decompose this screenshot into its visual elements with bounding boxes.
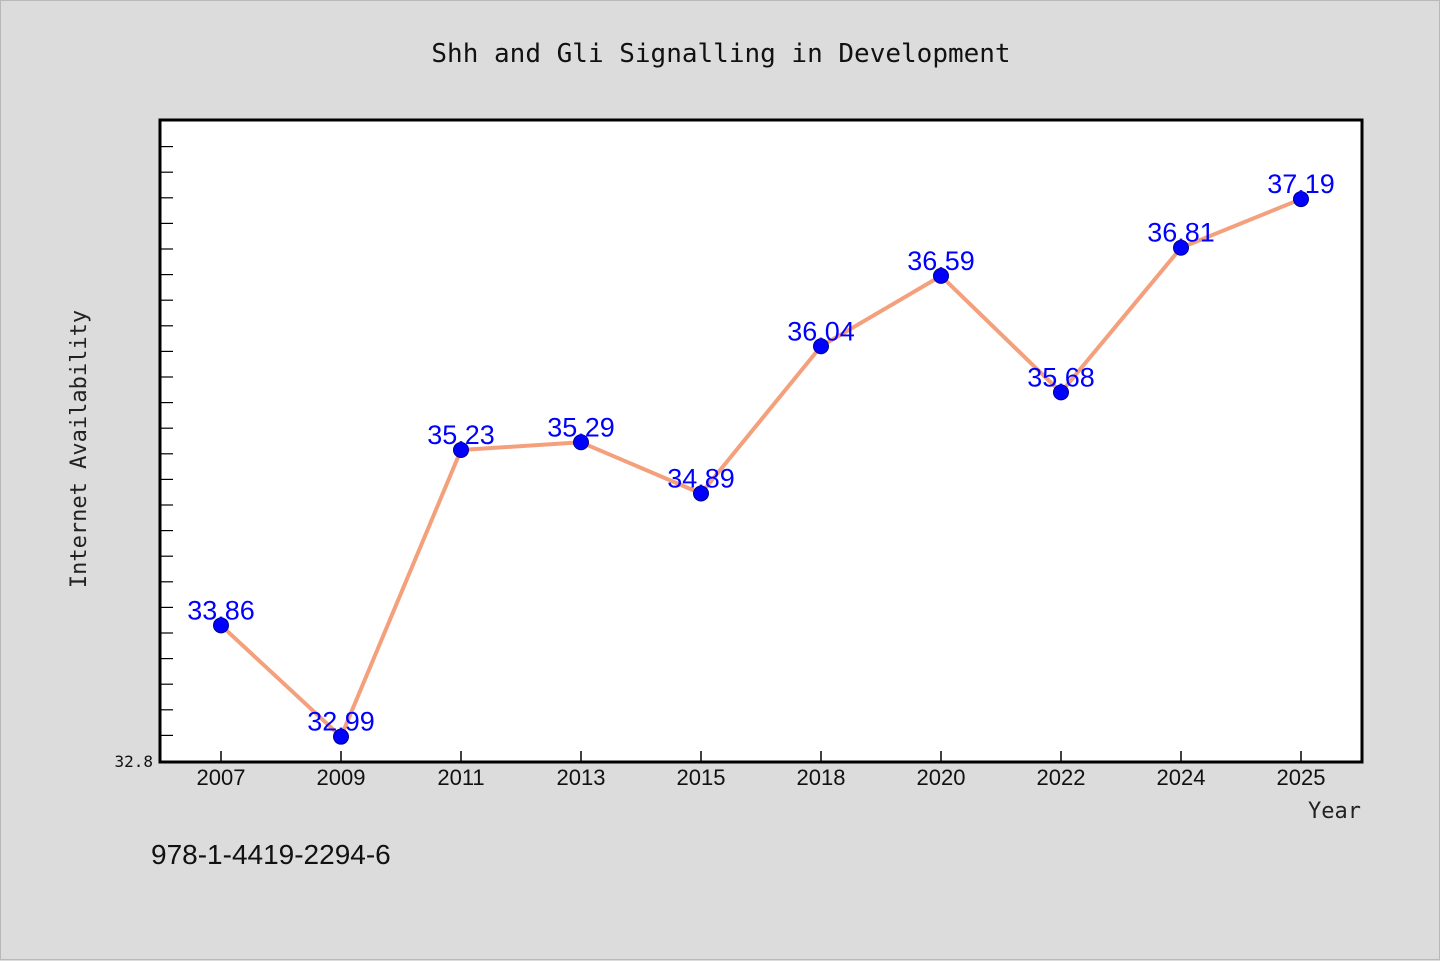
chart-title: Shh and Gli Signalling in Development [431,39,1010,69]
data-label: 32.99 [307,707,375,737]
x-tick-label: 2015 [677,765,726,790]
x-tick-label: 2013 [557,765,606,790]
data-point [1053,384,1069,401]
data-label: 35.29 [547,412,615,442]
x-tick-label: 2011 [437,765,484,790]
x-tick-label: 2025 [1277,765,1326,790]
data-label: 36.04 [787,316,855,346]
plot-frame [158,118,1364,764]
y-tick-label: 32.8 [114,752,153,771]
data-label: 34.89 [667,463,735,493]
series-line [219,197,1303,739]
data-point [573,434,589,451]
plot-area [160,120,1362,762]
x-tick-label: 2022 [1037,765,1086,790]
y-axis-label: Internet Availability [67,310,92,588]
x-tick-label: 2007 [197,765,246,790]
data-label: 33.86 [187,595,255,625]
data-labels: 33.86 32.99 35.23 35.29 34.89 36.04 36.59 35.68… [187,169,1335,737]
data-point [213,617,229,634]
x-tick-label: 2024 [1157,765,1206,790]
data-point [453,441,469,458]
y-axis-ticks: 32.8 [114,146,173,771]
data-point [933,267,949,284]
x-axis-label: Year [1308,799,1361,824]
data-label: 35.23 [427,420,495,450]
data-label: 37.19 [1267,169,1335,199]
data-label: 36.59 [907,246,975,276]
data-point [1293,191,1309,208]
x-tick-label: 2018 [797,765,846,790]
isbn-text: 978-1-4419-2294-6 [151,839,391,870]
data-point [1173,239,1189,256]
data-point [693,485,709,502]
x-axis-ticks: 2007 2009 2011 2013 2015 2018 2020 2022 2024 2025 [197,751,1326,790]
x-tick-label: 2009 [317,765,366,790]
data-point [813,338,829,355]
data-point [333,728,349,745]
x-tick-label: 2020 [917,765,966,790]
data-label: 36.81 [1147,218,1215,248]
data-label: 35.68 [1027,362,1095,392]
data-points [213,191,1309,745]
